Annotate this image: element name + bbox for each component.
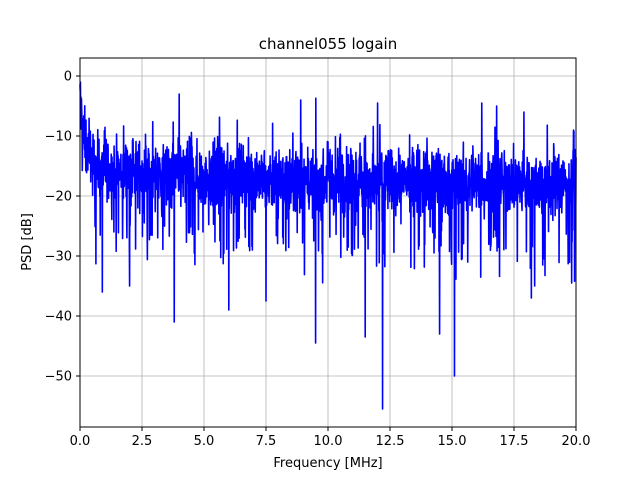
- x-tick-label: 7.5: [256, 434, 277, 449]
- chart-title: channel055 logain: [259, 35, 398, 53]
- x-tick-label: 5.0: [194, 434, 215, 449]
- y-axis-ticks: 0 −10 −20 −30 −40 −50: [45, 70, 80, 385]
- y-tick-label: −40: [45, 310, 72, 325]
- x-tick-label: 0.0: [70, 434, 91, 449]
- y-tick-label: 0: [64, 70, 72, 85]
- x-tick-label: 20.0: [562, 434, 591, 449]
- y-tick-label: −10: [45, 130, 72, 145]
- y-tick-label: −50: [45, 370, 72, 385]
- y-tick-label: −30: [45, 250, 72, 265]
- x-tick-label: 2.5: [132, 434, 153, 449]
- y-tick-label: −20: [45, 190, 72, 205]
- y-axis-label: PSD [dB]: [20, 213, 35, 271]
- x-tick-label: 15.0: [438, 434, 467, 449]
- x-axis-ticks: 0.0 2.5 5.0 7.5 10.0 12.5 15.0 17.5 20.0: [70, 427, 591, 449]
- x-tick-label: 10.0: [314, 434, 343, 449]
- plot-area: [79, 81, 577, 410]
- x-axis-label: Frequency [MHz]: [273, 456, 382, 471]
- series-line-psd: [79, 81, 577, 410]
- x-tick-label: 12.5: [376, 434, 405, 449]
- x-tick-label: 17.5: [500, 434, 529, 449]
